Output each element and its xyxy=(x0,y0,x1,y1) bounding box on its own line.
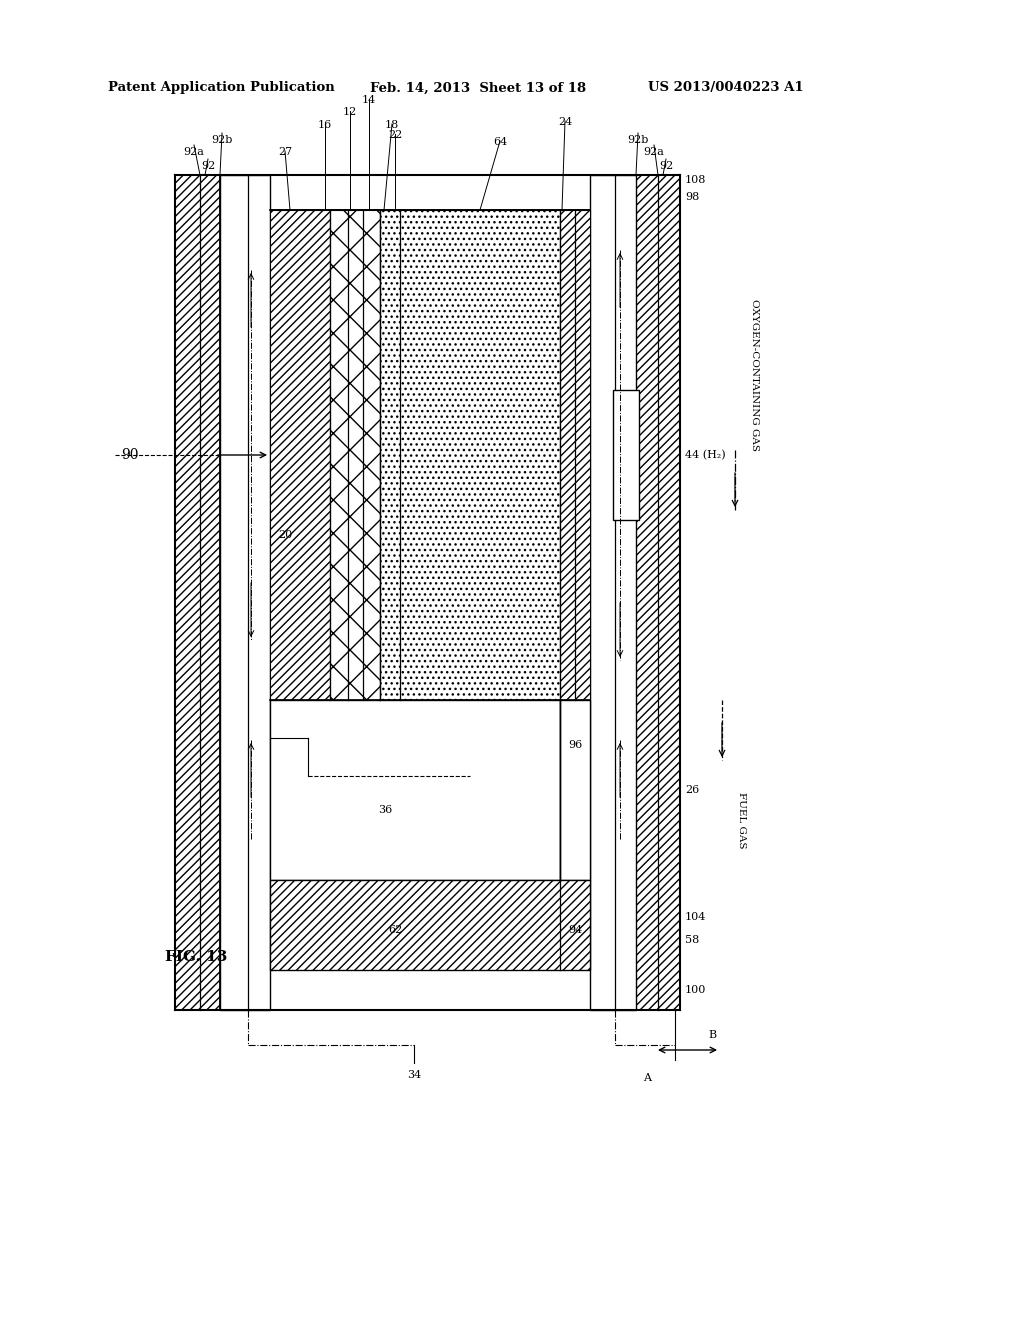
Text: 14: 14 xyxy=(361,95,376,106)
Text: 16: 16 xyxy=(317,120,332,129)
Text: B: B xyxy=(708,1030,716,1040)
Text: A: A xyxy=(643,1073,651,1082)
Text: OXYGEN-CONTAINING GAS: OXYGEN-CONTAINING GAS xyxy=(750,300,759,451)
Text: FUEL GAS: FUEL GAS xyxy=(737,792,746,849)
Text: 92a: 92a xyxy=(643,147,665,157)
Text: 92: 92 xyxy=(658,161,673,172)
Bar xyxy=(270,700,560,880)
Text: 90: 90 xyxy=(121,447,138,462)
Bar xyxy=(636,176,680,1010)
Text: 94: 94 xyxy=(568,925,582,935)
Text: 22: 22 xyxy=(388,129,402,140)
Text: 27: 27 xyxy=(278,147,292,157)
Text: 96: 96 xyxy=(568,741,582,750)
Text: 98: 98 xyxy=(685,191,699,202)
Text: Patent Application Publication: Patent Application Publication xyxy=(108,82,335,95)
Text: Feb. 14, 2013  Sheet 13 of 18: Feb. 14, 2013 Sheet 13 of 18 xyxy=(370,82,586,95)
Text: 12: 12 xyxy=(343,107,357,117)
Bar xyxy=(270,210,590,700)
Text: 100: 100 xyxy=(685,985,707,995)
Bar xyxy=(270,880,590,970)
Text: US 2013/0040223 A1: US 2013/0040223 A1 xyxy=(648,82,804,95)
Text: 36: 36 xyxy=(378,805,392,814)
Text: 26: 26 xyxy=(685,785,699,795)
Bar xyxy=(590,176,636,1010)
Bar xyxy=(380,210,560,700)
Text: 34: 34 xyxy=(407,1071,421,1080)
Bar xyxy=(613,389,639,520)
Text: 92b: 92b xyxy=(211,135,232,145)
Text: 92a: 92a xyxy=(183,147,205,157)
Bar xyxy=(220,176,270,1010)
Text: 20: 20 xyxy=(278,531,292,540)
Bar xyxy=(270,210,330,700)
Text: 62: 62 xyxy=(388,925,402,935)
Text: 24: 24 xyxy=(558,117,572,127)
Text: 92: 92 xyxy=(201,161,215,172)
Bar xyxy=(330,210,380,700)
Text: 92b: 92b xyxy=(628,135,648,145)
Text: 58: 58 xyxy=(685,935,699,945)
Text: 18: 18 xyxy=(385,120,399,129)
Text: FIG. 13: FIG. 13 xyxy=(165,950,227,964)
Bar xyxy=(560,210,590,700)
Text: 104: 104 xyxy=(685,912,707,921)
Bar xyxy=(560,700,590,880)
Bar xyxy=(175,176,220,1010)
Text: 108: 108 xyxy=(685,176,707,185)
Text: 64: 64 xyxy=(493,137,507,147)
Text: 44 (H₂): 44 (H₂) xyxy=(685,450,726,461)
